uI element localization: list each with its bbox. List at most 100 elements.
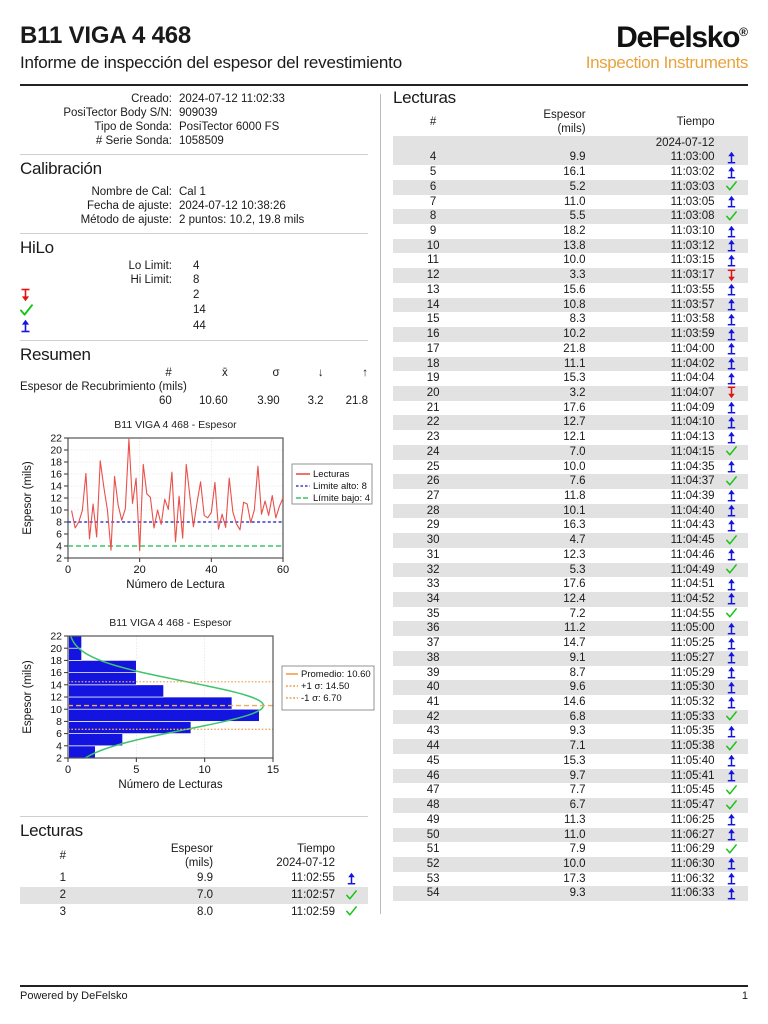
resumen-col-count: # xyxy=(165,366,172,379)
table-row[interactable]: 41 14.6 11:05:32 xyxy=(393,695,748,710)
table-row[interactable]: 9 18.2 11:03:10 xyxy=(393,224,748,239)
table-row[interactable]: 22 12.7 11:04:10 xyxy=(393,415,748,431)
table-row[interactable]: 36 11.2 11:05:00 xyxy=(393,621,748,637)
table-row[interactable]: 42 6.8 11:05:33 xyxy=(393,709,748,725)
reading-time: 11:03:58 xyxy=(670,313,715,326)
reading-number: 3 xyxy=(59,905,66,918)
svg-text:14: 14 xyxy=(50,679,62,691)
reading-time: 11:04:07 xyxy=(607,385,715,401)
reading-time: 11:05:00 xyxy=(607,621,715,637)
reading-status-icon xyxy=(714,827,748,843)
table-row[interactable]: 46 9.7 11:05:41 xyxy=(393,768,748,784)
table-row[interactable]: 30 4.7 11:04:45 xyxy=(393,533,748,548)
reading-thickness: 11.0 xyxy=(564,195,586,208)
date-row-pad xyxy=(473,135,608,151)
table-row[interactable]: 44 7.1 11:05:38 xyxy=(393,739,748,754)
reading-number: 13 xyxy=(426,283,440,296)
table-row[interactable]: 38 9.1 11:05:27 xyxy=(393,650,748,666)
reading-time: 11:03:03 xyxy=(607,179,715,195)
table-row[interactable]: 47 7.7 11:05:45 xyxy=(393,783,748,798)
hi-limit-label: Hi Limit: xyxy=(130,273,172,286)
table-row[interactable]: 53 17.3 11:06:32 xyxy=(393,872,748,887)
reading-thickness: 11.2 xyxy=(473,621,608,637)
table-row[interactable]: 20 3.2 11:04:07 xyxy=(393,385,748,401)
table-row[interactable]: 16 10.2 11:03:59 xyxy=(393,327,748,342)
reading-time: 11:05:25 xyxy=(670,637,715,650)
table-row[interactable]: 21 17.6 11:04:09 xyxy=(393,401,748,416)
reading-thickness: 4.7 xyxy=(473,533,608,548)
svg-text:20: 20 xyxy=(50,642,62,654)
reading-thickness: 5.5 xyxy=(473,209,608,225)
table-row[interactable]: 3 8.0 11:02:59 xyxy=(20,904,368,921)
table-row[interactable]: 14 10.8 11:03:57 xyxy=(393,297,748,313)
table-row[interactable]: 28 10.1 11:04:40 xyxy=(393,503,748,519)
table-row[interactable]: 27 11.8 11:04:39 xyxy=(393,489,748,504)
table-row[interactable]: 52 10.0 11:06:30 xyxy=(393,856,748,872)
table-row[interactable]: 39 8.7 11:05:29 xyxy=(393,666,748,681)
table-row[interactable]: 15 8.3 11:03:58 xyxy=(393,312,748,327)
calibration-row: Fecha de ajuste: 2024-07-12 10:38:26 xyxy=(20,199,368,213)
reading-thickness: 14.6 xyxy=(563,696,586,709)
table-row[interactable]: 11 10.0 11:03:15 xyxy=(393,253,748,268)
table-row[interactable]: 51 7.9 11:06:29 xyxy=(393,842,748,857)
table-row[interactable]: 5 16.1 11:03:02 xyxy=(393,165,748,180)
reading-thickness: 17.6 xyxy=(563,401,586,414)
table-row[interactable]: 25 10.0 11:04:35 xyxy=(393,460,748,475)
table-row[interactable]: 33 17.6 11:04:51 xyxy=(393,577,748,592)
reading-time: 11:04:37 xyxy=(607,474,715,489)
table-row[interactable]: 1 9.9 11:02:55 xyxy=(20,870,368,887)
table-row[interactable]: 29 16.3 11:04:43 xyxy=(393,518,748,533)
logo-tagline: Inspection Instruments xyxy=(585,52,749,72)
table-row[interactable]: 40 9.6 11:05:30 xyxy=(393,680,748,696)
reading-status-icon xyxy=(715,695,748,710)
reading-time: 11:04:51 xyxy=(670,578,715,591)
table-row[interactable]: 45 15.3 11:05:40 xyxy=(393,754,748,769)
table-row[interactable]: 8 5.5 11:03:08 xyxy=(393,209,748,225)
reading-thickness: 17.6 xyxy=(563,578,586,591)
table-row[interactable]: 31 12.3 11:04:46 xyxy=(393,548,748,563)
table-row[interactable]: 34 12.4 11:04:52 xyxy=(393,592,748,607)
reading-thickness: 15.3 xyxy=(563,754,586,767)
reading-thickness: 21.8 xyxy=(563,342,586,355)
table-row[interactable]: 23 12.1 11:04:13 xyxy=(393,430,748,445)
table-row[interactable]: 6 5.2 11:03:03 xyxy=(393,179,748,195)
reading-thickness: 10.1 xyxy=(473,503,608,519)
table-row[interactable]: 2 7.0 11:02:57 xyxy=(20,887,368,904)
table-row[interactable]: 19 15.3 11:04:04 xyxy=(393,371,748,386)
table-row[interactable]: 37 14.7 11:05:25 xyxy=(393,636,748,651)
reading-thickness: 7.7 xyxy=(569,784,586,797)
table-row[interactable]: 13 15.6 11:03:55 xyxy=(393,283,748,298)
svg-text:0: 0 xyxy=(65,764,71,776)
readings-right-header-row: # Espesor (mils) Tiempo xyxy=(393,108,748,136)
reading-thickness: 8.0 xyxy=(197,905,214,918)
reading-status-icon xyxy=(714,533,748,548)
table-row[interactable]: 49 11.3 11:06:25 xyxy=(393,813,748,828)
table-row[interactable]: 17 21.8 11:04:00 xyxy=(393,342,748,357)
table-row[interactable]: 50 11.0 11:06:27 xyxy=(393,827,748,843)
table-row[interactable]: 4 9.9 11:03:00 xyxy=(393,150,748,166)
table-row[interactable]: 54 9.3 11:06:33 xyxy=(393,886,748,902)
svg-text:6: 6 xyxy=(56,728,62,740)
table-row[interactable]: 26 7.6 11:04:37 xyxy=(393,474,748,489)
svg-text:4: 4 xyxy=(56,740,62,752)
reading-time: 11:04:40 xyxy=(607,503,715,519)
col-status xyxy=(715,108,748,136)
calibration-row: Nombre de Cal: Cal 1 xyxy=(20,185,368,199)
table-row[interactable]: 7 11.0 11:03:05 xyxy=(393,195,748,210)
reading-status-icon xyxy=(714,297,748,313)
table-row[interactable]: 32 5.3 11:04:49 xyxy=(393,562,748,578)
table-row[interactable]: 24 7.0 11:04:15 xyxy=(393,444,748,460)
table-row[interactable]: 12 3.3 11:03:17 xyxy=(393,268,748,283)
logo-wordmark: DeFelsko® xyxy=(586,23,748,53)
table-row[interactable]: 43 9.3 11:05:35 xyxy=(393,724,748,739)
table-row[interactable]: 48 6.7 11:05:47 xyxy=(393,798,748,813)
svg-text:8: 8 xyxy=(56,516,62,528)
table-row[interactable]: 18 11.1 11:04:02 xyxy=(393,356,748,372)
table-row[interactable]: 35 7.2 11:04:55 xyxy=(393,607,748,622)
resumen-label-row: Espesor de Recubrimiento (mils) xyxy=(20,380,368,394)
reading-thickness: 6.8 xyxy=(473,709,608,725)
table-row[interactable]: 10 13.8 11:03:12 xyxy=(393,238,748,254)
svg-text:6: 6 xyxy=(56,528,62,540)
reading-thickness: 9.3 xyxy=(473,886,608,902)
section-divider xyxy=(20,153,368,155)
